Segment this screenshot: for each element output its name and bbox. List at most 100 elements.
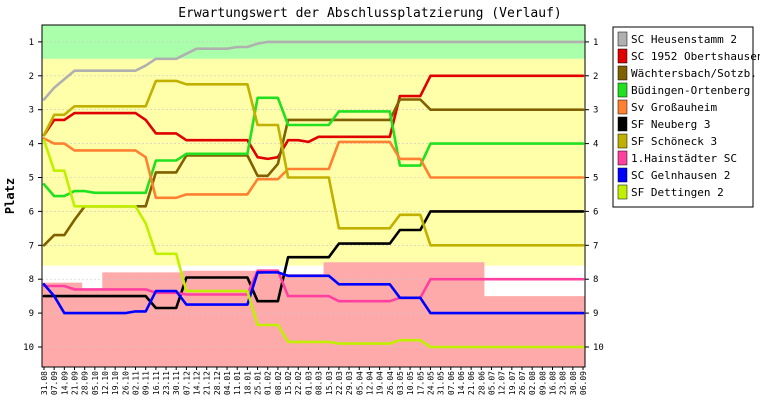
x-tick-label: 02.08	[528, 371, 537, 395]
legend-box	[612, 26, 754, 208]
x-tick-label: 23.08	[559, 371, 568, 395]
legend-swatch	[617, 150, 628, 166]
x-tick-label: 17.05	[416, 371, 425, 395]
x-tick-label: 12.04	[365, 371, 374, 395]
x-tick-label: 12.10	[101, 371, 110, 395]
x-tick-label: 21.06	[467, 371, 476, 395]
x-tick-label: 09.11	[142, 371, 151, 395]
legend-label: SC Heusenstamm 2	[631, 33, 737, 46]
x-axis-ticks: 31.08 07.09 14.09 21.09 28.09 05.10 12.10 19.10…	[40, 367, 588, 395]
series-line	[42, 96, 585, 198]
x-tick-label: 14.12	[193, 371, 202, 395]
legend-label: SF Neuberg 3	[631, 118, 710, 131]
legend-swatch	[617, 99, 628, 115]
legend-swatch	[617, 167, 628, 183]
x-tick-label: 30.11	[172, 371, 181, 395]
x-tick-label: 31.05	[437, 371, 446, 395]
y-axis-ticks-left: 1 2 3 4 5 6 7 8 9 10	[23, 38, 42, 353]
y-tick-label-left: 3	[29, 106, 34, 116]
series-line	[42, 210, 585, 310]
x-tick-label: 11.01	[233, 371, 242, 395]
x-tick-label: 23.11	[162, 371, 171, 395]
x-tick-label: 07.12	[182, 371, 191, 395]
x-tick-label: 07.09	[50, 371, 59, 395]
x-tick-label: 18.01	[243, 371, 252, 395]
y-tick-label-right: 2	[593, 72, 598, 82]
plot-frame	[41, 24, 586, 368]
x-tick-label: 22.02	[294, 371, 303, 395]
y-tick-label-right: 10	[593, 343, 604, 353]
y-axis-label: Platz	[3, 178, 17, 214]
x-tick-label: 08.03	[315, 371, 324, 395]
x-tick-label: 26.04	[386, 371, 395, 395]
x-tick-label: 21.12	[203, 371, 212, 395]
x-tick-label: 28.09	[81, 371, 90, 395]
band-abstieg	[42, 262, 585, 367]
legend: SC Heusenstamm 2 SC 1952 Obertshausen Wäch…	[612, 26, 760, 208]
x-tick-label: 15.02	[284, 371, 293, 395]
y-axis-ticks-right: 1 2 3 4 5 6 7 8 9 10	[585, 38, 604, 353]
y-tick-label-left: 2	[29, 72, 34, 82]
series-line	[42, 137, 585, 200]
y-tick-label-right: 7	[593, 241, 598, 251]
x-tick-label: 10.05	[406, 371, 415, 395]
x-tick-label: 01.02	[264, 371, 273, 395]
x-tick-label: 29.03	[345, 371, 354, 395]
x-tick-label: 07.06	[447, 371, 456, 395]
legend-label: SF Schöneck 3	[631, 135, 717, 148]
legend-swatch	[617, 82, 628, 98]
x-tick-label: 28.12	[213, 371, 222, 395]
y-tick-label-left: 10	[23, 343, 34, 353]
y-tick-label-left: 7	[29, 241, 34, 251]
x-tick-label: 04.01	[223, 371, 232, 395]
y-tick-label-left: 9	[29, 309, 34, 319]
y-tick-label-left: 1	[29, 38, 34, 48]
y-tick-label-right: 6	[593, 207, 598, 217]
legend-swatch	[617, 116, 628, 132]
x-tick-label: 21.09	[71, 371, 80, 395]
x-tick-label: 26.07	[518, 371, 527, 395]
x-tick-label: 02.11	[132, 371, 141, 395]
x-tick-label: 19.07	[508, 371, 517, 395]
x-tick-label: 25.01	[254, 371, 263, 395]
x-tick-label: 24.05	[427, 371, 436, 395]
x-tick-label: 14.06	[457, 371, 466, 395]
x-tick-label: 26.10	[121, 371, 130, 395]
y-tick-label-right: 4	[593, 140, 598, 150]
y-tick-label-right: 9	[593, 309, 598, 319]
chart-title: Erwartungswert der Abschlussplatzierung …	[178, 6, 562, 21]
legend-swatch	[617, 184, 628, 200]
y-tick-label-right: 8	[593, 275, 598, 285]
legend-label: SF Dettingen 2	[631, 186, 724, 199]
x-tick-label: 28.06	[477, 371, 486, 395]
y-tick-label-left: 4	[29, 140, 34, 150]
x-tick-label: 19.04	[376, 371, 385, 395]
x-tick-label: 06.09	[579, 371, 588, 395]
legend-swatch	[617, 65, 628, 81]
series-line	[42, 40, 585, 101]
y-tick-label-left: 5	[29, 174, 34, 184]
x-tick-label: 16.11	[152, 371, 161, 395]
x-tick-label: 30.08	[569, 371, 578, 395]
x-tick-label: 08.02	[274, 371, 283, 395]
x-tick-label: 16.08	[549, 371, 558, 395]
legend-label: SC Gelnhausen 2	[631, 169, 730, 182]
x-tick-label: 01.03	[304, 371, 313, 395]
legend-label: Wächtersbach/Sotzb.	[631, 67, 757, 80]
x-tick-label: 05.04	[355, 371, 364, 395]
series-line	[42, 269, 585, 303]
legend-swatch	[617, 48, 628, 64]
legend-label: Sv Großauheim	[631, 101, 717, 114]
series-line	[42, 271, 585, 315]
x-tick-label: 19.10	[111, 371, 120, 395]
series-line	[42, 79, 585, 247]
x-tick-label: 31.08	[40, 371, 49, 395]
x-tick-label: 15.03	[325, 371, 334, 395]
x-tick-label: 09.08	[538, 371, 547, 395]
y-tick-label-right: 3	[593, 106, 598, 116]
series-line	[42, 74, 585, 161]
series-lines	[42, 40, 585, 349]
y-tick-label-right: 5	[593, 174, 598, 184]
y-tick-label-left: 8	[29, 275, 34, 285]
x-tick-label: 05.07	[488, 371, 497, 395]
